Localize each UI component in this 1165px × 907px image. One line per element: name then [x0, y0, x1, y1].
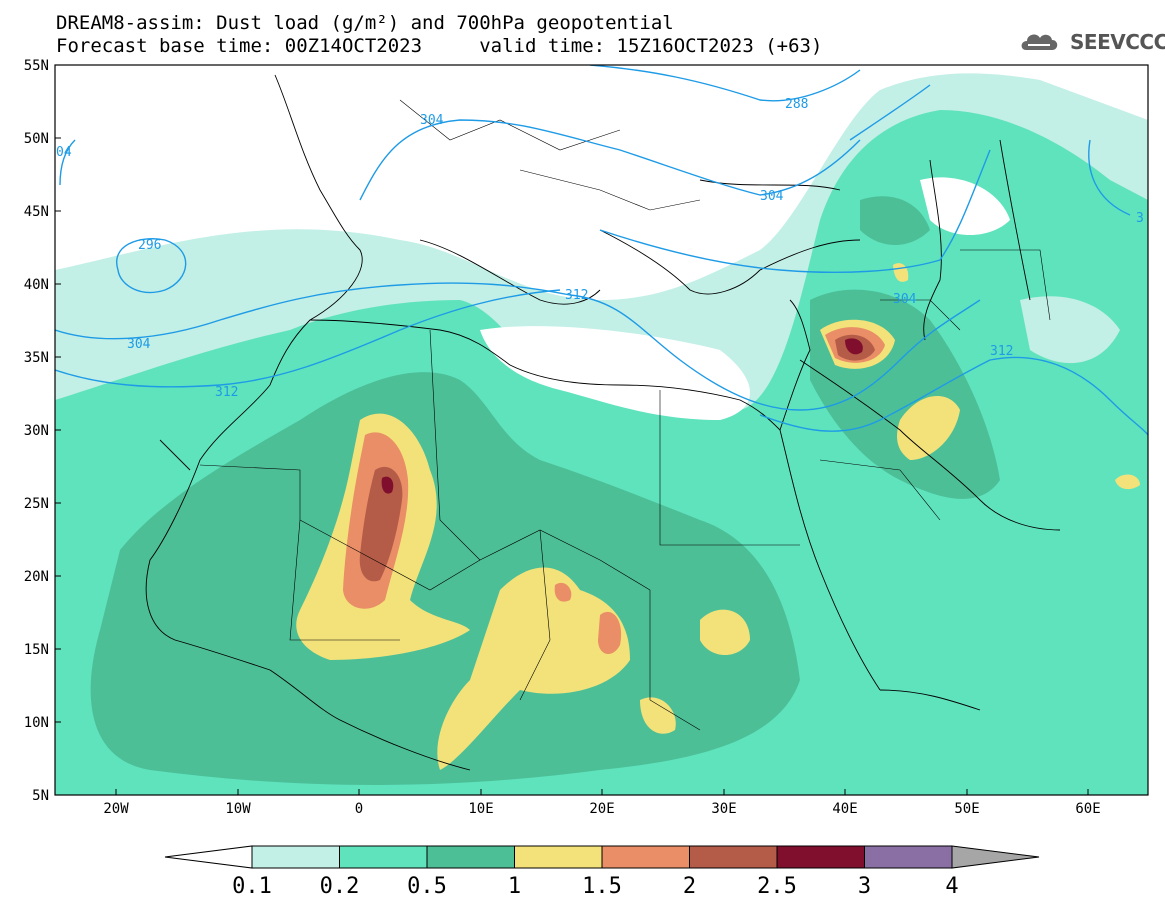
contour-label: 296: [138, 238, 161, 253]
dust-level-2.5: [381, 476, 394, 494]
lat-label: 30N: [24, 423, 49, 439]
contour-label: 288: [785, 97, 808, 112]
colorbar-box: [689, 845, 778, 869]
lon-label: 40E: [832, 801, 857, 817]
lat-label: 50N: [24, 131, 49, 147]
lat-label: 45N: [24, 204, 49, 220]
colorbar-over-arrow: [951, 845, 1040, 869]
lat-labels: 55N 50N 45N 40N 35N 30N 25N 20N 15N 10N …: [24, 58, 49, 804]
lat-label: 10N: [24, 715, 49, 731]
colorbar-tick: 0.1: [232, 874, 272, 899]
lon-ticks: [115, 789, 1089, 795]
lon-label: 20W: [103, 801, 129, 817]
lat-label: 55N: [24, 58, 49, 74]
contour-label: 304: [760, 189, 784, 204]
colorbar-box: [864, 845, 953, 869]
contour-label: 312: [565, 288, 588, 303]
colorbar-tick: 0.5: [407, 874, 447, 899]
lat-label: 35N: [24, 350, 49, 366]
lon-label: 20E: [589, 801, 614, 817]
title-line-2: Forecast base time: 00Z14OCT2023 valid t…: [56, 35, 823, 57]
colorbar-tick: 4: [945, 874, 958, 899]
colorbar-box: [426, 845, 515, 869]
logo-text: SEEVCCC: [1070, 30, 1165, 54]
colorbar-box: [601, 845, 690, 869]
lon-label: 60E: [1075, 801, 1100, 817]
lat-label: 20N: [24, 569, 49, 585]
colorbar-tick: 0.2: [320, 874, 360, 899]
lat-ticks: [55, 64, 61, 796]
colorbar-box: [251, 845, 340, 869]
lat-label: 40N: [24, 277, 49, 293]
coastlines: [145, 74, 1061, 771]
contour-label: 304: [127, 337, 151, 352]
lat-label: 15N: [24, 642, 49, 658]
colorbar-ticks: 0.1 0.2 0.5 1 1.5 2 2.5 3 4: [232, 874, 959, 899]
lat-label: 25N: [24, 496, 49, 512]
dust-field: [55, 65, 1148, 795]
contour-labels: 288 304 304 296 304 312 312 312 304 04 3: [56, 97, 1144, 400]
contour-label: 304: [420, 113, 444, 128]
country-borders: [199, 99, 1051, 731]
lon-label: 10E: [468, 801, 493, 817]
colorbar-tick: 1: [508, 874, 521, 899]
dust-level-0.5: [90, 372, 801, 785]
lon-label: 50E: [954, 801, 979, 817]
colorbar-tick: 2: [683, 874, 696, 899]
lat-label: 5N: [32, 788, 49, 804]
lon-label: 0: [355, 801, 363, 817]
contour-label: 312: [990, 344, 1013, 359]
colorbar-under-arrow: [164, 845, 253, 869]
colorbar-tick: 3: [858, 874, 871, 899]
contour-label: 04: [56, 145, 72, 160]
colorbar-tick: 1.5: [582, 874, 622, 899]
colorbar-box: [339, 845, 428, 869]
title-line-1: DREAM8-assim: Dust load (g/m²) and 700hP…: [56, 12, 674, 34]
contour-label: 312: [215, 385, 238, 400]
contour-label: 3: [1136, 211, 1144, 226]
lon-labels: 20W 10W 0 10E 20E 30E 40E 50E 60E: [103, 801, 1100, 817]
colorbar-box: [514, 845, 603, 869]
lon-label: 10W: [225, 801, 251, 817]
lon-label: 30E: [711, 801, 736, 817]
cloud-logo-icon: [1021, 34, 1058, 50]
colorbar-box: [776, 845, 865, 869]
colorbar-tick: 2.5: [757, 874, 797, 899]
geopotential-contours: [55, 65, 1148, 436]
dust-level-2: [359, 466, 403, 582]
contour-label: 304: [893, 292, 917, 307]
colorbar: [164, 845, 1040, 869]
